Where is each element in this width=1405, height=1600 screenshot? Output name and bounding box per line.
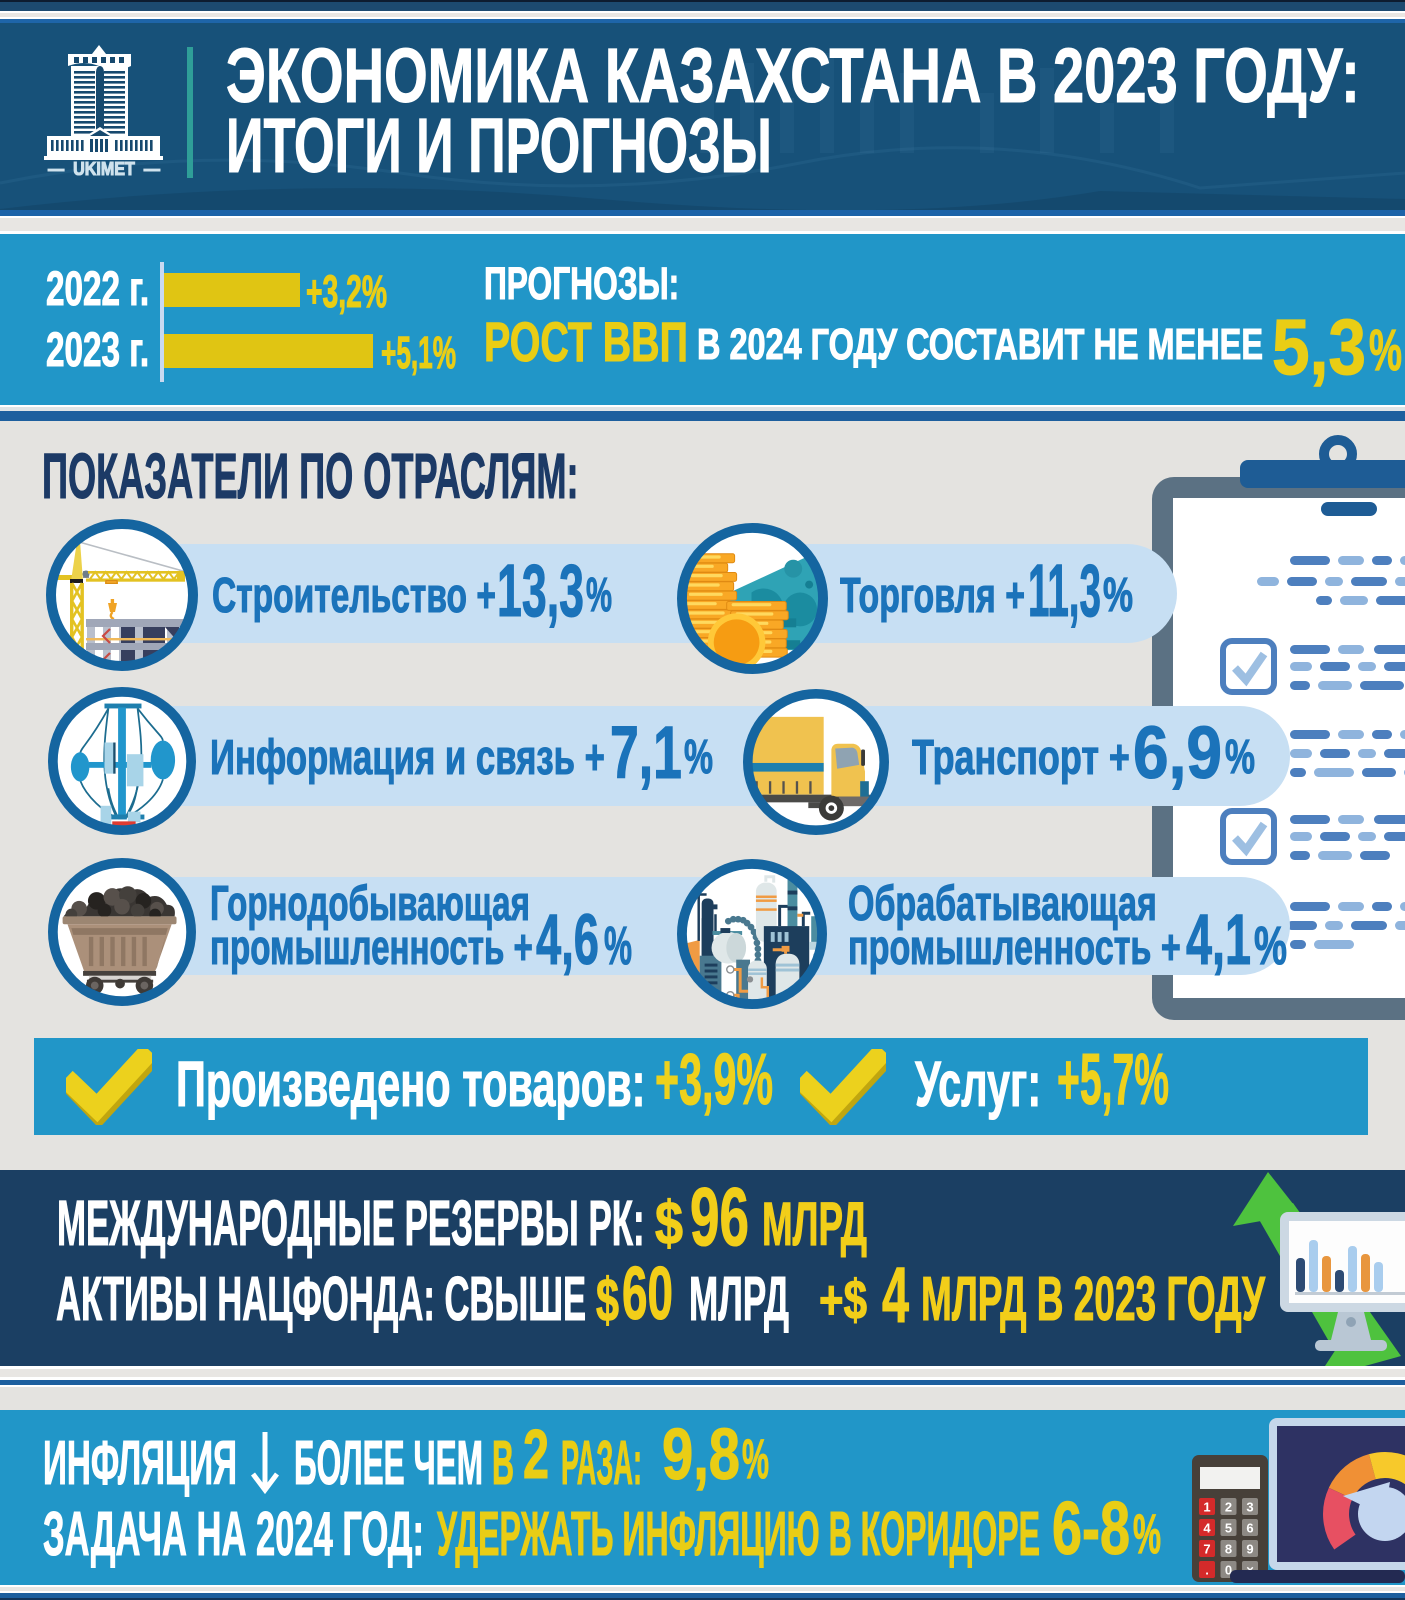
svg-text:2: 2 bbox=[1225, 1500, 1232, 1515]
svg-text:1: 1 bbox=[1203, 1500, 1210, 1515]
svg-text:6: 6 bbox=[1246, 1521, 1253, 1536]
svg-text:0: 0 bbox=[1225, 1563, 1232, 1578]
svg-text:9: 9 bbox=[1246, 1542, 1253, 1557]
svg-text:4: 4 bbox=[1203, 1521, 1211, 1536]
svg-text:.: . bbox=[1205, 1563, 1209, 1578]
svg-text:7: 7 bbox=[1203, 1542, 1210, 1557]
svg-text:3: 3 bbox=[1246, 1500, 1253, 1515]
svg-text:5: 5 bbox=[1225, 1521, 1232, 1536]
svg-text:8: 8 bbox=[1225, 1542, 1232, 1557]
